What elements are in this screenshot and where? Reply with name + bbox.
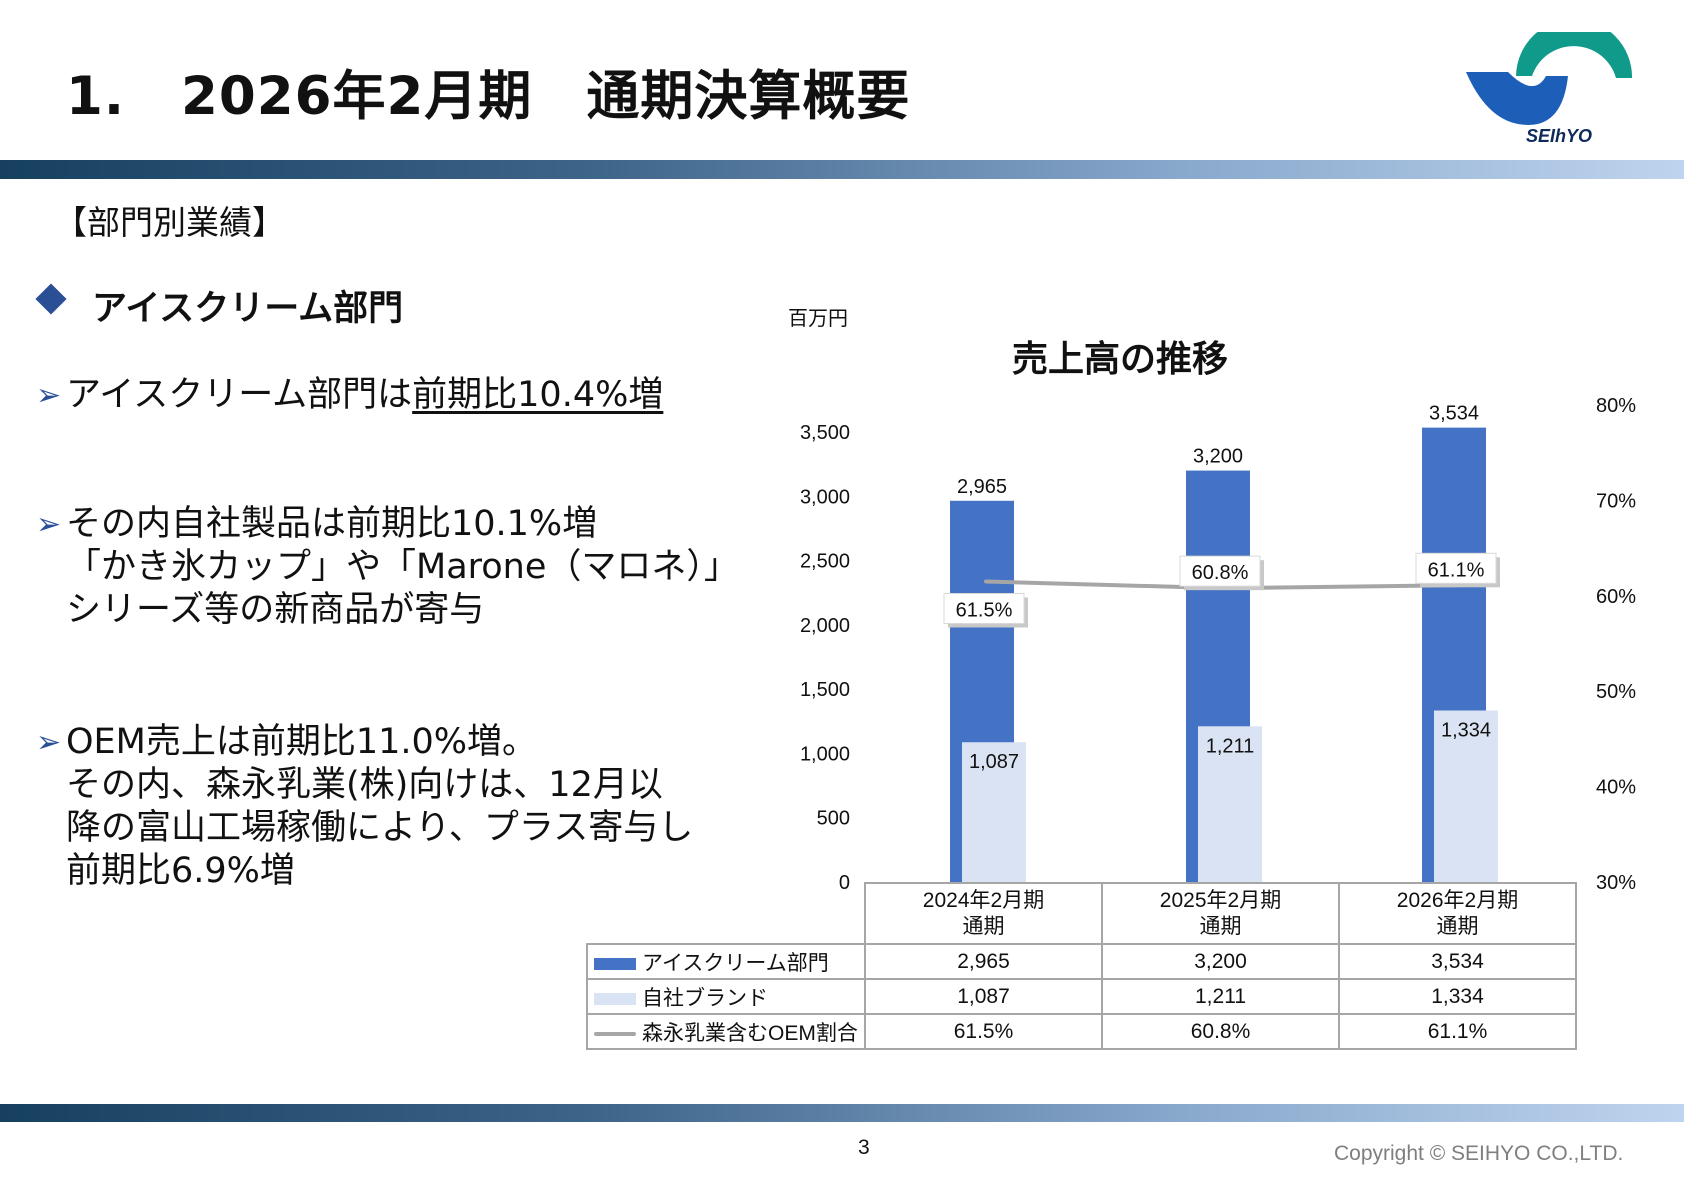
table-cell: 3,534 xyxy=(1338,943,1577,980)
y-left-tick-label: 500 xyxy=(817,808,850,830)
arrow-bullet-icon: ➢ xyxy=(36,725,62,760)
svg-text:SEIhYO: SEIhYO xyxy=(1526,126,1592,146)
table-corner xyxy=(587,883,866,945)
bullet-line: その内、森永乳業(株)向けは、12月以 xyxy=(66,765,663,805)
page-title: 1. 2026年2月期 通期決算概要 xyxy=(66,54,910,130)
table-cell: 60.8% xyxy=(1101,1013,1340,1050)
chart-data-table: 2024年2月期 通期 2025年2月期 通期 2026年2月期 通期 アイスクリーム… xyxy=(586,882,1577,1050)
header-band xyxy=(0,160,1684,179)
table-header-cell: 2026年2月期 通期 xyxy=(1338,882,1577,945)
table-cell: 61.1% xyxy=(1338,1013,1577,1050)
bullet-line: その内自社製品は前期比10.1%増 xyxy=(66,504,598,544)
data-label-oem: 61.5% xyxy=(956,599,1013,621)
table-cell: 61.5% xyxy=(864,1013,1103,1050)
bullet-line: OEM売上は前期比11.0%増。 xyxy=(66,722,538,762)
y-left-tick-label: 1,500 xyxy=(800,679,850,701)
footer-band xyxy=(0,1104,1684,1122)
bullet-text: アイスクリーム部門は xyxy=(66,375,413,415)
title-number: 1. xyxy=(66,66,126,127)
table-header-cell: 2024年2月期 通期 xyxy=(864,882,1103,945)
department-heading: アイスクリーム部門 xyxy=(92,289,404,329)
data-label-own-brand: 1,334 xyxy=(1441,719,1491,741)
y-right-tick-label: 40% xyxy=(1596,777,1636,799)
table-cell: 1,087 xyxy=(864,978,1103,1015)
series-name-cell: 森永乳業含むOEM割合 xyxy=(586,1013,866,1050)
y-left-tick-label: 2,500 xyxy=(800,551,850,573)
table-header-row: 2024年2月期 通期 2025年2月期 通期 2026年2月期 通期 xyxy=(587,882,1577,945)
y-right-tick-label: 60% xyxy=(1596,586,1636,608)
data-label-ice-cream: 3,200 xyxy=(1193,446,1243,468)
arrow-bullet-icon: ➢ xyxy=(36,507,62,542)
y-right-tick-label: 80% xyxy=(1596,395,1636,417)
y-right-tick-label: 50% xyxy=(1596,681,1636,703)
data-label-box-oem xyxy=(1179,555,1261,587)
table-row: アイスクリーム部門 2,965 3,200 3,534 xyxy=(586,943,1577,980)
bar-own-brand xyxy=(1198,726,1262,882)
legend-key-bar-icon xyxy=(594,957,636,970)
data-label-oem: 61.1% xyxy=(1428,559,1485,581)
bar-own-brand xyxy=(1434,710,1498,882)
data-label-ice-cream: 3,534 xyxy=(1429,403,1479,425)
data-label-oem: 60.8% xyxy=(1192,562,1249,584)
legend-key-bar-icon xyxy=(594,992,636,1005)
data-label-own-brand: 1,211 xyxy=(1206,735,1255,757)
table-row: 森永乳業含むOEM割合 61.5% 60.8% 61.1% xyxy=(586,1013,1577,1050)
page-number: 3 xyxy=(858,1136,870,1159)
table-cell: 2,965 xyxy=(864,943,1103,980)
chart-unit-label: 百万円 xyxy=(788,306,848,330)
bar-own-brand xyxy=(962,742,1026,882)
copyright: Copyright © SEIHYO CO.,LTD. xyxy=(1334,1142,1624,1165)
bullet-line: シリーズ等の新商品が寄与 xyxy=(66,590,485,630)
y-left-tick-label: 3,000 xyxy=(800,486,850,508)
bullet-line: 降の富山工場稼働により、プラス寄与し xyxy=(66,808,694,848)
y-left-tick-label: 2,000 xyxy=(800,615,850,637)
series-name-cell: アイスクリーム部門 xyxy=(586,943,866,980)
table-cell: 1,334 xyxy=(1338,978,1577,1015)
arrow-bullet-icon: ➢ xyxy=(36,378,62,413)
title-text: 2026年2月期 通期決算概要 xyxy=(181,66,911,127)
series-name-cell: 自社ブランド xyxy=(586,978,866,1015)
chart-title: 売上高の推移 xyxy=(1012,339,1229,380)
table-cell: 3,200 xyxy=(1101,943,1340,980)
bullet-emphasis: 前期比10.4%増 xyxy=(412,375,664,415)
bullet-line: 前期比6.9%増 xyxy=(66,851,295,891)
data-label-ice-cream: 2,965 xyxy=(957,476,1007,498)
y-left-tick-label: 3,500 xyxy=(800,422,850,444)
data-label-own-brand: 1,087 xyxy=(969,751,1019,773)
data-label-box-oem xyxy=(1415,552,1497,584)
table-header-cell: 2025年2月期 通期 xyxy=(1101,882,1340,945)
y-left-tick-label: 1,000 xyxy=(800,743,850,765)
table-row: 自社ブランド 1,087 1,211 1,334 xyxy=(586,978,1577,1015)
data-label-box-oem xyxy=(943,592,1025,624)
table-cell: 1,211 xyxy=(1101,978,1340,1015)
seihyo-logo: SEIhYO xyxy=(1462,19,1633,150)
y-right-tick-label: 70% xyxy=(1596,490,1636,512)
y-right-tick-label: 30% xyxy=(1596,872,1636,894)
legend-key-line-icon xyxy=(594,1031,636,1036)
bullet-line: 「かき氷カップ」や「Marone（マロネ）」 xyxy=(66,547,739,587)
section-heading: 【部門別業績】 xyxy=(54,203,285,242)
